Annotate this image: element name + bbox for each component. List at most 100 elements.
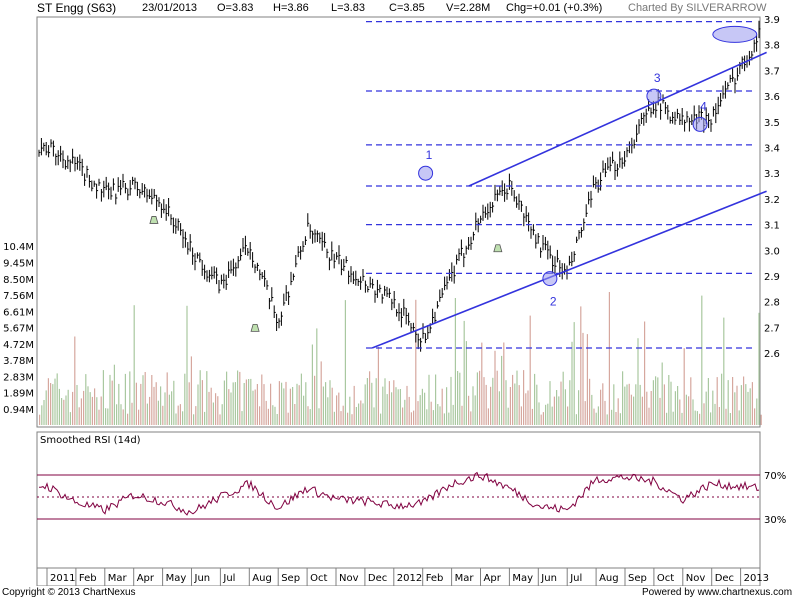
volume-bar	[611, 409, 613, 425]
trend-channel-line	[468, 51, 767, 187]
volume-bar	[399, 389, 401, 425]
volume-bar	[479, 370, 481, 425]
volume-bar	[738, 410, 740, 425]
volume-bar	[285, 381, 287, 425]
volume-bar	[338, 392, 340, 425]
volume-bar	[193, 414, 195, 425]
volume-bar	[476, 372, 478, 425]
volume-bar	[166, 372, 168, 425]
volume-bar	[567, 406, 569, 425]
volume-bar	[45, 390, 47, 425]
volume-bar	[252, 390, 254, 425]
volume-bar	[65, 395, 67, 425]
volume-bar	[749, 388, 751, 425]
volume-bar	[228, 389, 230, 425]
date-axis-label: Jul	[569, 573, 582, 584]
volume-bar	[219, 414, 221, 425]
date-axis-label: Feb	[79, 573, 97, 584]
volume-bar	[512, 374, 514, 425]
volume-bar	[135, 382, 137, 425]
volume-bar	[241, 411, 243, 425]
volume-bar	[67, 389, 69, 425]
volume-bar	[402, 407, 404, 425]
volume-bar	[109, 374, 111, 425]
volume-bar	[311, 344, 313, 425]
volume-bar	[278, 381, 280, 425]
volume-bar	[168, 394, 170, 425]
volume-axis-tick: 6.61M	[3, 307, 34, 318]
volume-bar	[375, 378, 377, 425]
volume-bar	[237, 370, 239, 425]
volume-bar	[129, 371, 131, 425]
date-axis-strip	[36, 567, 761, 586]
volume-bar	[195, 406, 197, 425]
volume-bar	[439, 406, 441, 425]
volume-bar	[562, 371, 564, 425]
volume-bar	[199, 370, 201, 425]
volume-bar	[454, 298, 456, 425]
volume-bar	[340, 411, 342, 425]
volume-bar	[186, 305, 188, 425]
volume-bar	[296, 383, 298, 425]
volume-axis-tick: 1.89M	[3, 389, 34, 400]
volume-bar	[276, 414, 278, 425]
volume-bar	[514, 383, 516, 425]
volume-bar	[754, 408, 756, 425]
volume-bar	[597, 406, 599, 425]
volume-bar	[294, 404, 296, 425]
header-charted-by: Charted By SILVERARROW	[628, 2, 767, 14]
header-low: L=3.83	[331, 2, 365, 14]
volume-bar	[615, 412, 617, 425]
stock-chart: Smoothed RSI (14d) 2.6 2.7 2.8 2.9 3.0 3.1 3.2…	[3, 15, 786, 586]
volume-bar	[144, 372, 146, 425]
volume-bar	[503, 342, 505, 425]
volume-bar	[474, 395, 476, 425]
volume-bar	[732, 377, 734, 425]
volume-bar	[226, 371, 228, 425]
volume-bar	[217, 396, 219, 425]
volume-bar	[507, 407, 509, 425]
volume-bar	[494, 350, 496, 425]
marker-number: 2	[550, 295, 557, 309]
volume-bar	[553, 396, 555, 425]
volume-bar	[441, 388, 443, 425]
volume-bar	[452, 404, 454, 425]
volume-bar	[344, 300, 346, 425]
marker-number: 1	[426, 148, 433, 162]
volume-bar	[470, 411, 472, 425]
volume-bar	[61, 398, 63, 425]
volume-bar	[215, 393, 217, 425]
volume-bar	[142, 375, 144, 425]
date-axis-label: Sep	[281, 573, 300, 584]
volume-bar	[619, 413, 621, 425]
volume-bar	[171, 391, 173, 425]
volume-bar	[650, 391, 652, 425]
volume-bar	[410, 412, 412, 425]
volume-bar	[463, 320, 465, 425]
marker-circle	[646, 88, 662, 104]
volume-bar	[729, 413, 731, 425]
volume-bar	[74, 336, 76, 425]
header-date: 23/01/2013	[142, 2, 198, 14]
rsi-axis-tick: 30%	[764, 515, 786, 526]
date-axis-label: Nov	[686, 573, 706, 584]
volume-axis-tick: 4.72M	[3, 340, 34, 351]
volume-bar	[646, 391, 648, 425]
volume-bar	[483, 377, 485, 425]
price-axis-tick: 3.8	[764, 41, 780, 52]
volume-bar	[628, 383, 630, 425]
volume-bar	[736, 385, 738, 425]
volume-bar	[448, 412, 450, 425]
volume-bar	[347, 412, 349, 425]
volume-bar	[430, 401, 432, 425]
volume-bar	[589, 378, 591, 425]
volume-bar	[661, 362, 663, 425]
volume-bar	[173, 380, 175, 425]
volume-bar	[487, 408, 489, 425]
date-axis-label: Mar	[108, 573, 128, 584]
volume-bar	[307, 406, 309, 425]
volume-bar	[333, 411, 335, 425]
volume-bar	[127, 413, 129, 425]
volume-bar	[98, 409, 100, 425]
header-symbol: ST Engg (S63)	[37, 1, 117, 15]
